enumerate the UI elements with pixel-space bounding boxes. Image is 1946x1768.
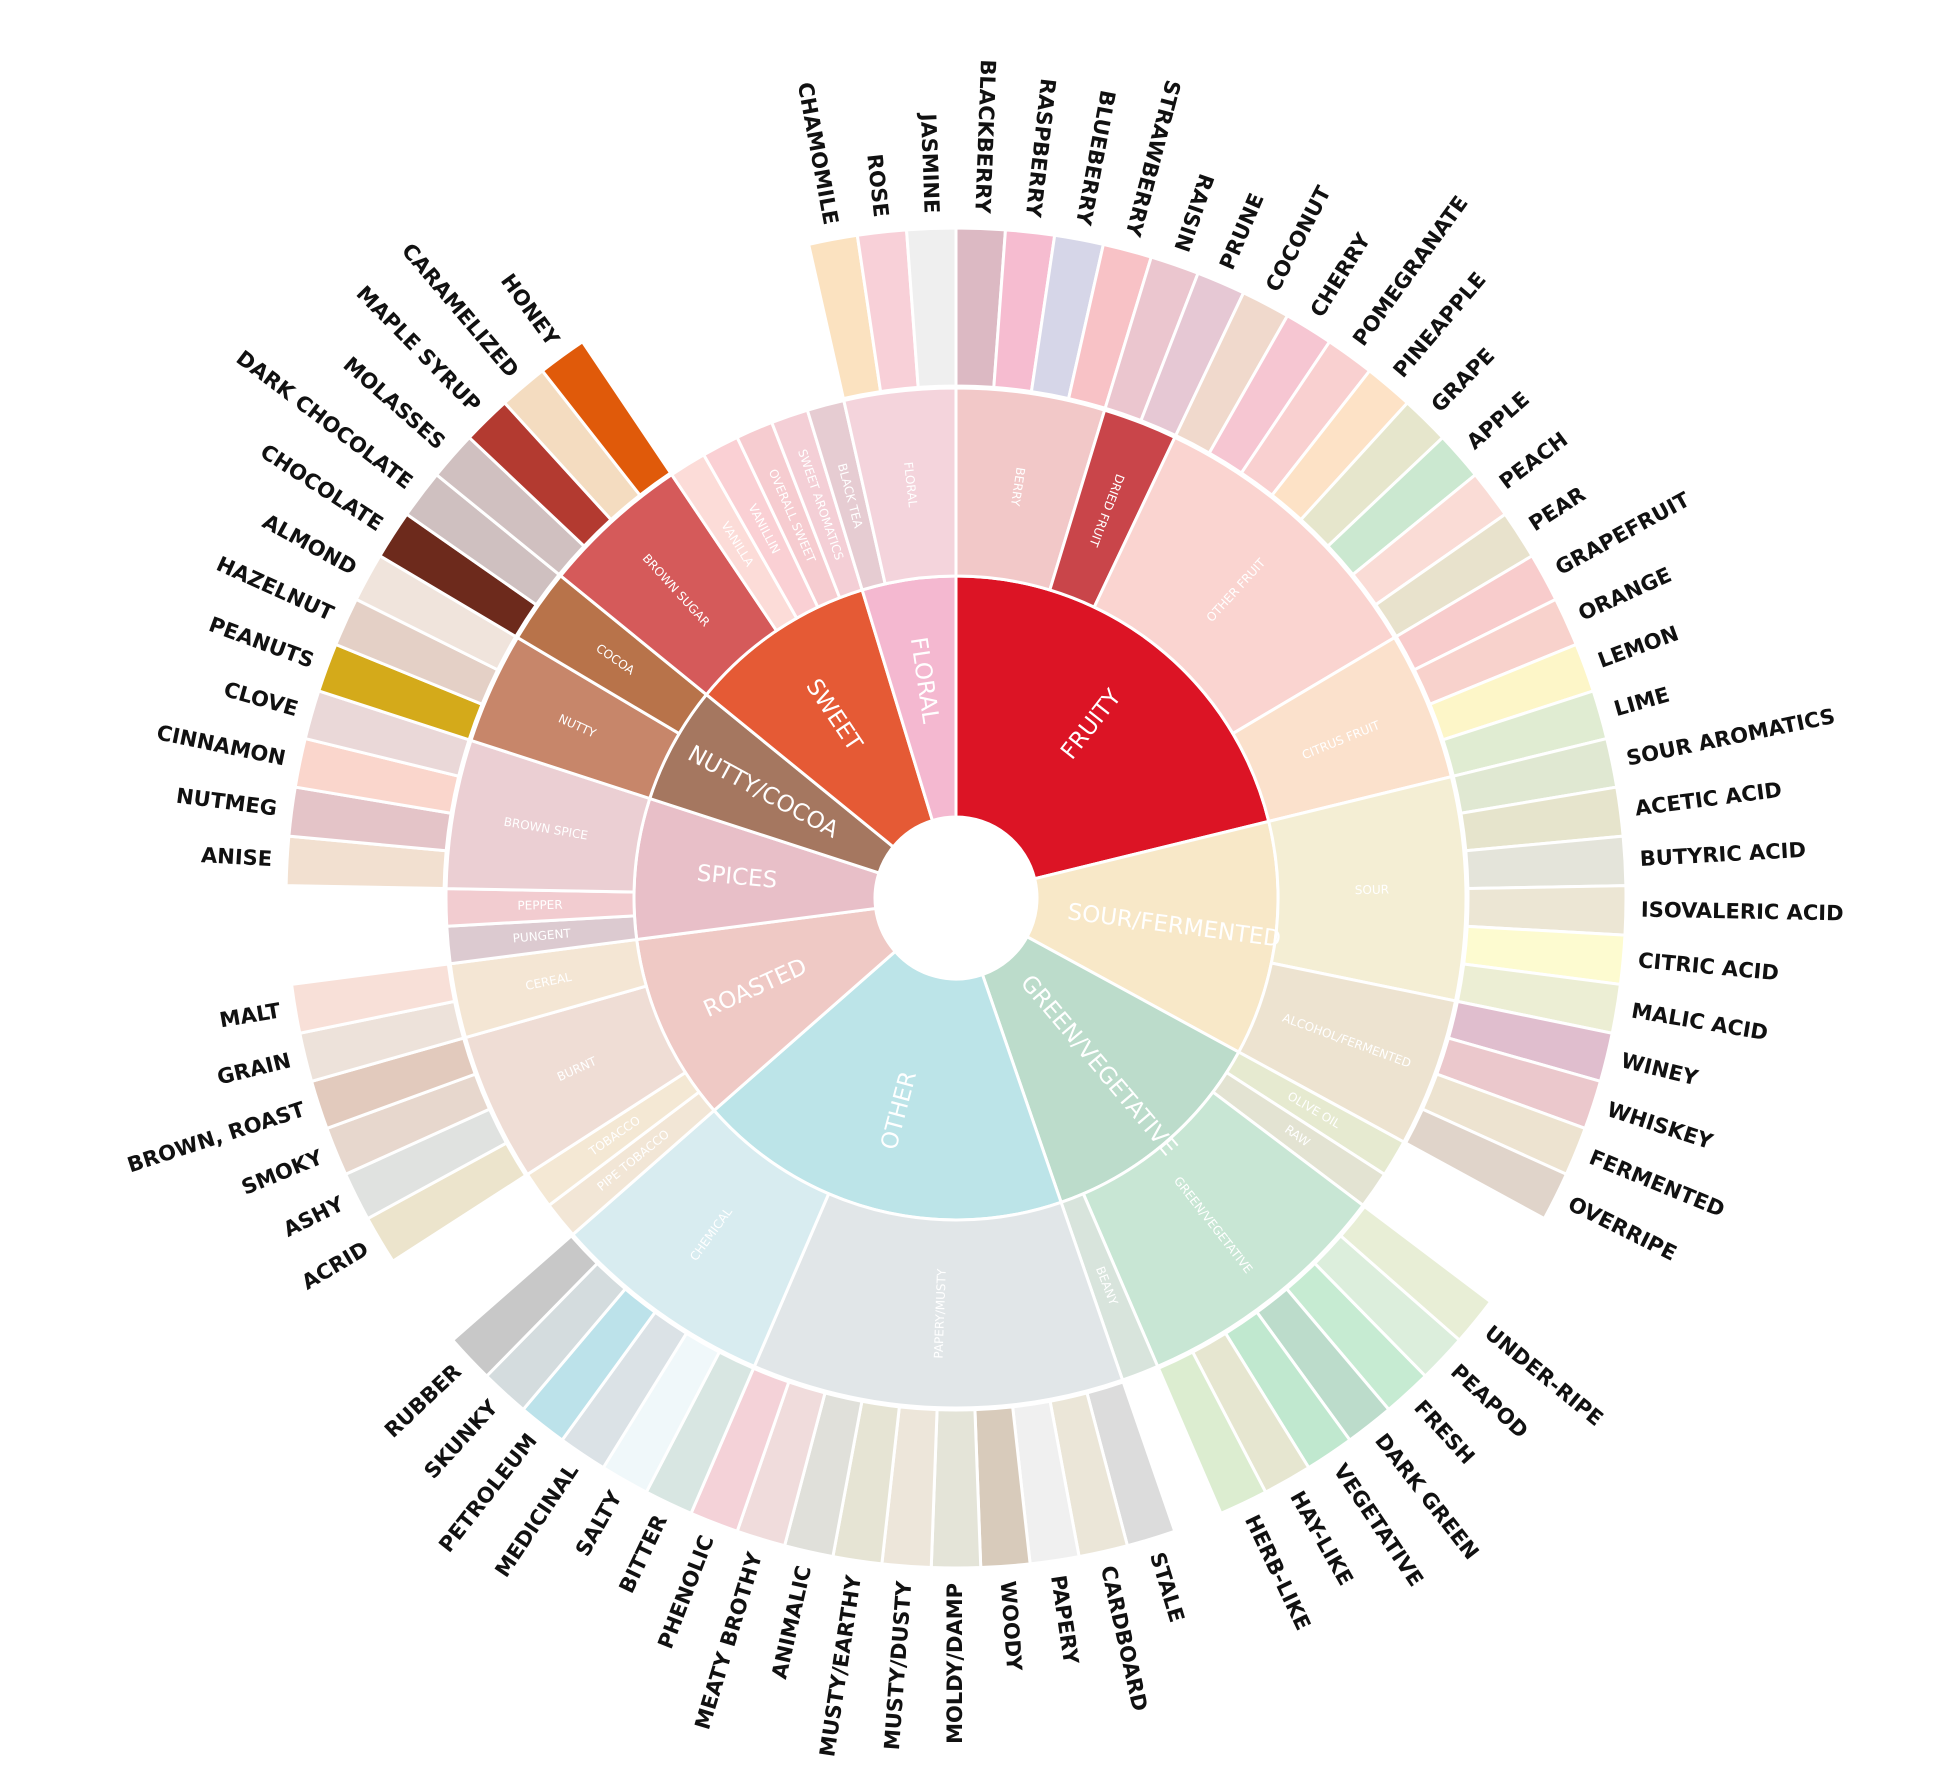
leaf-label: APPLE [1462, 387, 1534, 454]
segment [752, 1191, 1125, 1410]
leaf-label: SOUR AROMATICS [1624, 704, 1837, 770]
leaf-label: CINNAMON [155, 721, 288, 771]
segment [540, 339, 673, 498]
leaf-label: MUSTY/DUSTY [880, 1579, 917, 1751]
leaf-label: LIME [1611, 683, 1672, 722]
leaf-label: ISOVALERIC ACID [1641, 898, 1844, 926]
leaf-label: ANISE [200, 843, 272, 871]
subcategory-label: FLORAL [901, 461, 920, 508]
segment [904, 226, 958, 390]
leaf-label: ROSE [862, 153, 893, 219]
leaf-label: CHERRY [1306, 228, 1376, 321]
leaf-label: HAY-LIKE [1285, 1487, 1358, 1590]
leaf-label: WOODY [996, 1580, 1027, 1672]
leaf-label: DARK CHOCOLATE [232, 346, 417, 494]
leaf-label: WHISKEY [1604, 1097, 1716, 1154]
leaf-label: CHAMOMILE [793, 80, 843, 226]
leaf-label: PEACH [1495, 427, 1572, 494]
leaf-label: CLOVE [221, 677, 301, 721]
leaf-label: JASMINE [916, 111, 944, 214]
leaf-label: STALE [1145, 1549, 1189, 1625]
leaf-label: PEANUTS [206, 612, 318, 672]
leaf-label: MALT [218, 998, 283, 1032]
center-hole [878, 820, 1034, 976]
leaf-label: ACRID [298, 1237, 373, 1295]
leaf-label: WINEY [1619, 1048, 1701, 1090]
leaf-label: BLACKBERRY [970, 59, 1000, 215]
leaf-label: SALTY [571, 1486, 627, 1560]
subcategory-label: SOUR [1355, 882, 1389, 897]
segment [929, 1408, 983, 1570]
leaf-label: STRAWBERRY [1120, 77, 1185, 239]
leaf-label: ORANGE [1575, 563, 1675, 626]
subcategory-label: PEPPER [517, 898, 562, 913]
leaf-label: RASPBERRY [1021, 77, 1060, 219]
leaf-label: PEAR [1525, 482, 1590, 536]
subcategory-label: PAPERY/MUSTY [931, 1268, 948, 1359]
segment [842, 386, 958, 586]
leaf-label: ANIMALIC [767, 1563, 816, 1681]
leaf-label: HONEY [496, 269, 564, 351]
leaf-label: MOLDY/DAMP [943, 1583, 967, 1744]
leaf-label: ALMOND [258, 509, 360, 580]
leaf-label: PRUNE [1215, 190, 1269, 273]
leaf-label: CITRIC ACID [1637, 948, 1780, 985]
subcategory-label: PUNGENT [512, 926, 572, 945]
leaf-label: MUSTY/EARTHY [815, 1573, 866, 1759]
leaf-label: FRESH [1409, 1395, 1479, 1468]
leaf-label: POMEGRANATE [1348, 191, 1473, 350]
segment [289, 962, 457, 1036]
leaf-label: ACETIC ACID [1634, 778, 1784, 821]
leaf-label: OVERRIPE [1564, 1192, 1680, 1266]
leaf-label: ASHY [280, 1191, 349, 1241]
segment [450, 1233, 600, 1379]
leaf-label: CARDBOARD [1096, 1563, 1152, 1713]
segment [1156, 1350, 1268, 1516]
leaf-label: BLUEBERRY [1071, 88, 1120, 228]
segment [1403, 1107, 1569, 1221]
leaf-label: GRAIN [215, 1048, 294, 1089]
leaf-label: GRAPE [1427, 343, 1500, 416]
leaf-label: LEMON [1595, 621, 1682, 672]
subcategory-label: BERRY [1008, 466, 1028, 507]
leaf-label: PAPERY [1046, 1574, 1083, 1667]
leaf-label: MALIC ACID [1630, 999, 1770, 1046]
leaf-label: PHENOLIC [653, 1532, 718, 1652]
leaf-label: SMOKY [238, 1145, 327, 1200]
leaf-label: NUTMEG [175, 784, 279, 821]
leaf-label: RAISIN [1169, 171, 1218, 255]
leaf-label: BUTYRIC ACID [1639, 838, 1806, 871]
leaf-label: BITTER [614, 1511, 671, 1597]
